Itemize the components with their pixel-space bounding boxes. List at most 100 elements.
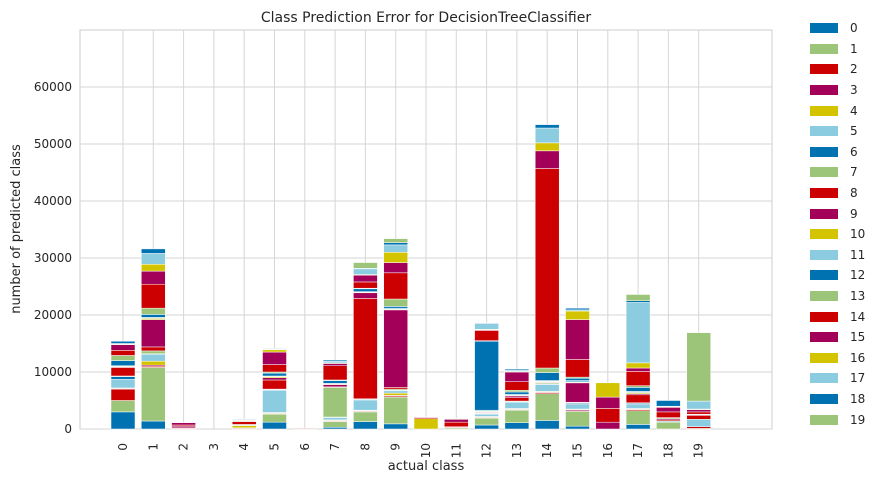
bar-segment (565, 307, 590, 311)
legend-item: 5 (810, 121, 876, 142)
legend-item: 12 (810, 265, 876, 286)
legend-swatch (810, 126, 838, 137)
legend-swatch (810, 332, 838, 343)
bar-segment (534, 367, 560, 373)
bar-segment (110, 355, 136, 361)
bar-segment (595, 408, 621, 423)
bar-segment (141, 248, 166, 254)
legend-swatch (810, 105, 838, 116)
legend-swatch (810, 208, 838, 219)
bar-segment (504, 422, 530, 430)
bar-segment (504, 391, 530, 395)
bar-segment (444, 417, 469, 420)
legend-item: 19 (810, 409, 876, 430)
legend-item: 10 (810, 224, 876, 245)
bar-segment (625, 387, 651, 392)
legend-swatch (810, 291, 838, 302)
bar-segment (504, 397, 530, 402)
bar-segment (262, 372, 287, 377)
bar-segment (322, 421, 348, 428)
bar-segment (625, 385, 651, 388)
bar-segment (383, 244, 408, 253)
bar-segment (444, 419, 469, 423)
bar-segment (353, 399, 378, 411)
bar-segment (534, 384, 560, 392)
legend-item: 1 (810, 39, 876, 60)
bar-segment (565, 404, 590, 410)
bar-segment (383, 309, 408, 388)
legend-label: 16 (850, 350, 866, 365)
legend-item: 9 (810, 203, 876, 224)
legend-label: 11 (850, 247, 866, 262)
bar-segment (686, 415, 711, 420)
bar-segment (322, 417, 348, 421)
bar-segment (322, 360, 348, 364)
x-tick-label: 8 (358, 443, 372, 451)
bar-segment (262, 377, 287, 381)
legend-label: 5 (850, 124, 858, 139)
bar-segment (141, 270, 166, 285)
chart-title: Class Prediction Error for DecisionTreeC… (261, 10, 591, 26)
legend-item: 2 (810, 59, 876, 80)
x-tick-label: 1 (146, 443, 160, 451)
bar-segment (141, 307, 166, 315)
legend-swatch (810, 414, 838, 425)
bar-segment (474, 424, 499, 430)
legend-label: 18 (850, 391, 866, 406)
bar-segment (383, 272, 408, 300)
bar-segment (686, 419, 711, 427)
bar-segment (656, 407, 681, 413)
y-tick-label: 30000 (34, 251, 72, 265)
bar-segment (565, 359, 590, 378)
bar-segment (383, 396, 408, 425)
bar-segment (474, 323, 499, 330)
legend-label: 0 (850, 21, 858, 36)
bar-segment (444, 421, 469, 427)
bar-segment (625, 394, 651, 404)
bar-segment (231, 425, 257, 429)
bar-segment (353, 262, 378, 269)
y-tick-label: 60000 (34, 80, 72, 94)
x-tick-label: 6 (298, 443, 312, 451)
bar-segment (625, 300, 651, 303)
x-tick-label: 10 (419, 443, 433, 458)
legend-label: 14 (850, 309, 866, 324)
bar-segment (383, 306, 408, 309)
bar-segment (534, 127, 560, 144)
bar-segment (474, 322, 499, 324)
bar-segment (110, 400, 136, 413)
bar-segment (534, 372, 560, 381)
legend: 0 1 2 3 4 5 6 7 8 9 10 11 12 13 14 15 16 17 18 19 (810, 18, 876, 430)
x-tick-label: 16 (601, 443, 615, 458)
bar-segment (262, 379, 287, 390)
bar-segment (383, 390, 408, 394)
legend-item: 16 (810, 348, 876, 369)
bar-segment (231, 421, 257, 425)
x-tick-label: 2 (177, 443, 191, 451)
bar-segment (413, 418, 439, 430)
bar-segment (383, 242, 408, 246)
bar-segment (262, 413, 287, 423)
bar-segment (474, 330, 499, 341)
bar-segment (686, 400, 711, 410)
bar-segment (110, 376, 136, 380)
bar-segment (110, 344, 136, 351)
bar-segment (231, 419, 257, 421)
bar-segment (383, 423, 408, 430)
bar-segment (353, 288, 378, 292)
bar-segment (383, 252, 408, 263)
bar-segment (322, 387, 348, 418)
bar-segment (504, 371, 530, 382)
x-axis-label: actual class (388, 459, 465, 474)
bar-segment (534, 393, 560, 421)
bar-segment (141, 367, 166, 422)
bar-segment (656, 400, 681, 407)
legend-label: 19 (850, 412, 866, 427)
legend-label: 13 (850, 289, 866, 304)
bar-segment (322, 427, 348, 430)
legend-swatch (810, 373, 838, 384)
legend-item: 13 (810, 286, 876, 307)
legend-item: 11 (810, 245, 876, 266)
bar-segment (322, 380, 348, 384)
